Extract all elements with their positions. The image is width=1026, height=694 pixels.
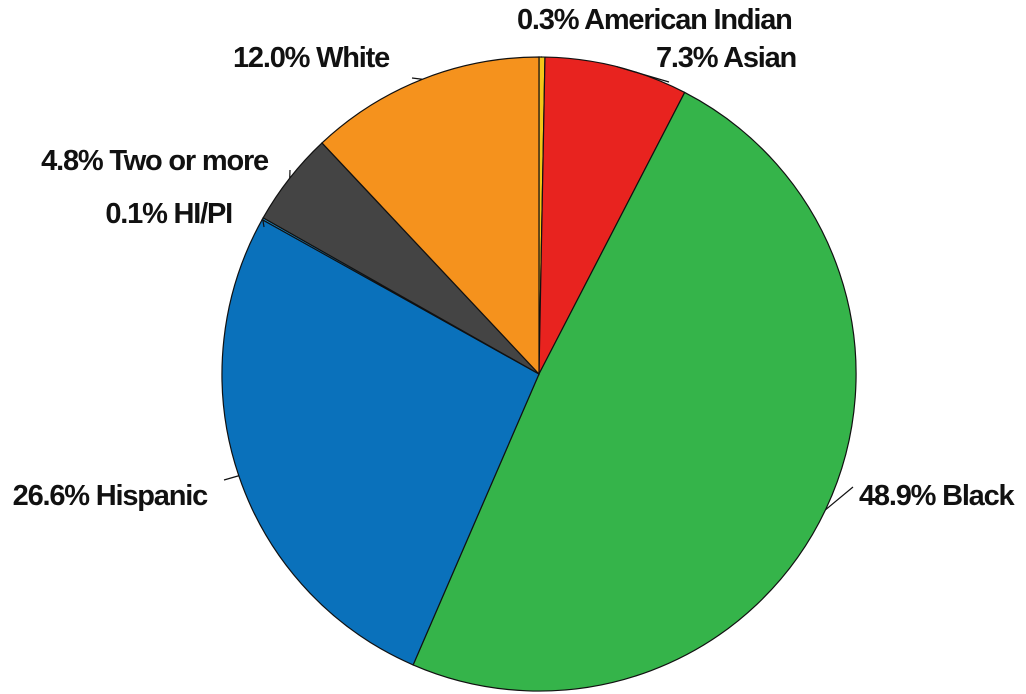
slice-label-white: 12.0% White [233,42,390,74]
slice-label-asian: 7.3% Asian [656,42,796,74]
slice-label-american-indian: 0.3% American Indian [517,4,792,36]
leader-line-hispanic [223,475,239,481]
pie-labels: 0.3% American Indian 7.3% Asian 48.9% Blac… [13,4,1017,512]
pie-leader-lines [223,56,854,511]
slice-label-two-or-more: 4.8% Two or more [41,145,269,177]
leader-line-white [411,77,423,80]
pie-slices [221,56,857,692]
leader-line-asian [616,66,670,83]
leader-line-hi-pi [262,218,265,228]
leader-line-black [825,486,854,511]
slice-label-hispanic: 26.6% Hispanic [13,480,208,512]
slice-label-black: 48.9% Black [859,480,1016,512]
slice-label-hi-pi: 0.1% HI/PI [105,198,232,230]
pie-slice-asian [538,56,686,375]
pie-slice-white [321,56,540,376]
